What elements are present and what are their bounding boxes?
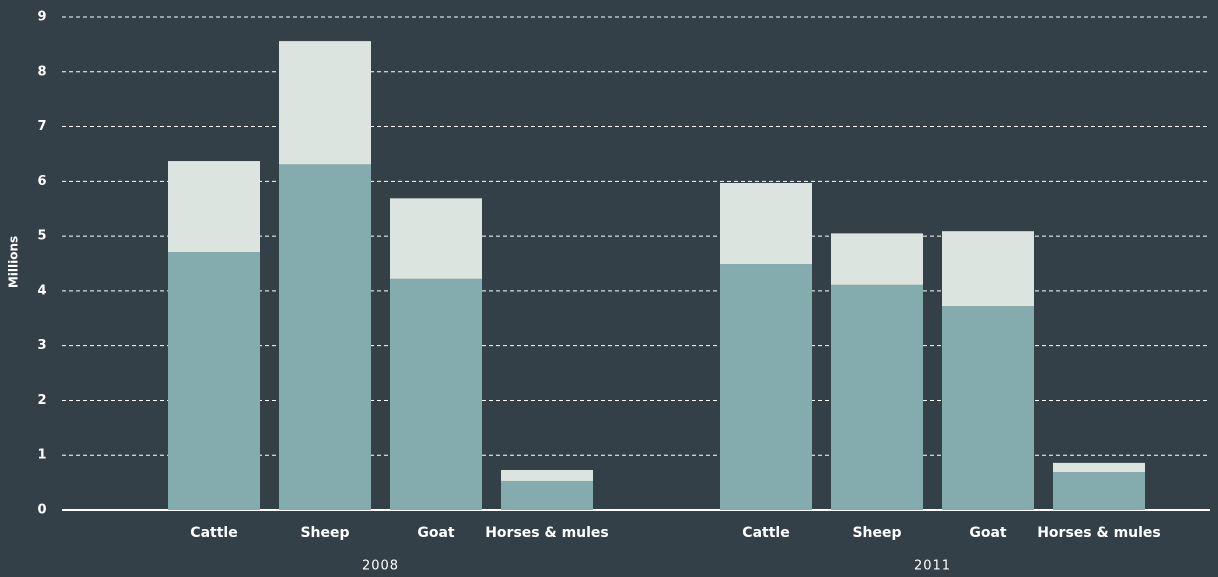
bar-segment — [279, 164, 371, 510]
bar-segment — [831, 233, 923, 285]
x-tick-label: Cattle — [190, 525, 237, 541]
bar-segment — [390, 278, 482, 510]
bar-segment — [720, 182, 812, 265]
bar-segment — [501, 480, 593, 510]
y-tick-label: 5 — [37, 229, 46, 244]
y-tick-label: 1 — [37, 448, 46, 463]
x-tick-label: Sheep — [300, 525, 349, 541]
y-tick-label: 2 — [37, 393, 46, 408]
bar-segment — [831, 284, 923, 510]
bar-segment — [168, 161, 260, 252]
bar-segment — [501, 470, 593, 481]
x-tick-label: Horses & mules — [1037, 525, 1161, 541]
bar-segment — [168, 251, 260, 510]
group-label: 2011 — [914, 559, 951, 574]
bar-segment — [720, 264, 812, 510]
x-tick-label: Sheep — [852, 525, 901, 541]
x-tick-label: Horses & mules — [485, 525, 609, 541]
y-tick-label: 8 — [37, 64, 46, 79]
y-tick-label: 9 — [37, 10, 46, 25]
y-tick-label: 4 — [37, 283, 46, 298]
x-tick-label: Goat — [969, 525, 1007, 541]
bar-segment — [942, 231, 1034, 307]
x-tick-label: Cattle — [742, 525, 789, 541]
y-axis-label: Millions — [7, 236, 21, 288]
y-tick-label: 6 — [37, 174, 46, 189]
bar-segment — [390, 198, 482, 279]
y-tick-label: 0 — [37, 503, 46, 518]
y-tick-label: 7 — [37, 119, 46, 134]
group-label: 2008 — [362, 559, 399, 574]
y-tick-label: 3 — [37, 338, 46, 353]
x-tick-label: Goat — [417, 525, 455, 541]
bar-segment — [942, 306, 1034, 510]
bar-segment — [279, 41, 371, 165]
bar-segment — [1053, 462, 1145, 473]
bar-segment — [1053, 472, 1145, 510]
